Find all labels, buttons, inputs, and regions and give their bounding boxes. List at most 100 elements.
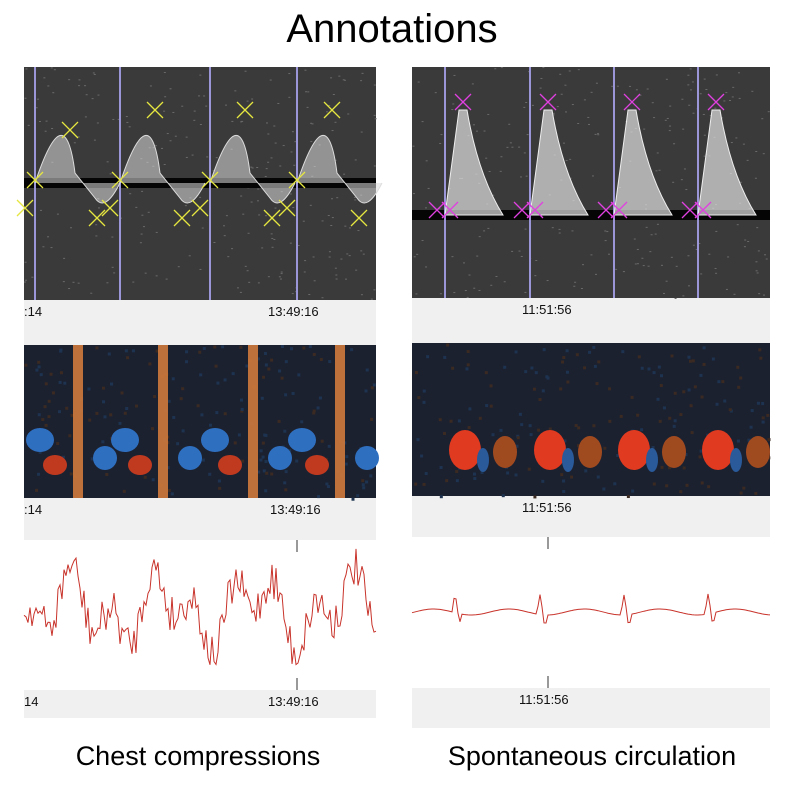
noise xyxy=(139,242,142,244)
noise xyxy=(223,412,227,416)
noise xyxy=(662,292,665,294)
noise xyxy=(767,438,771,442)
flow-blob xyxy=(111,428,139,452)
noise xyxy=(269,79,272,81)
noise xyxy=(25,68,28,70)
noise xyxy=(439,466,443,470)
noise xyxy=(312,411,316,415)
noise xyxy=(354,159,357,161)
noise xyxy=(231,120,234,122)
noise xyxy=(179,397,183,401)
noise xyxy=(44,423,48,427)
noise xyxy=(471,83,474,85)
noise xyxy=(759,356,763,360)
noise xyxy=(483,130,486,132)
noise xyxy=(518,412,522,416)
noise xyxy=(466,363,470,367)
noise xyxy=(312,409,316,413)
noise xyxy=(270,233,273,235)
noise xyxy=(478,236,481,238)
ecg-panel xyxy=(24,540,376,690)
noise xyxy=(300,420,304,424)
noise xyxy=(342,79,345,81)
noise xyxy=(518,250,521,252)
annotation-mark xyxy=(323,101,341,119)
noise xyxy=(739,181,742,183)
annotation-mark xyxy=(681,201,699,219)
noise xyxy=(616,454,620,458)
noise xyxy=(541,479,545,483)
noise xyxy=(274,207,277,209)
noise xyxy=(590,91,593,93)
noise xyxy=(595,82,598,84)
noise xyxy=(707,485,711,489)
noise xyxy=(526,134,529,136)
noise xyxy=(715,272,718,274)
noise xyxy=(537,428,541,432)
time-label: 11:51:56 xyxy=(522,500,572,515)
noise xyxy=(106,161,109,163)
noise xyxy=(725,288,728,290)
noise xyxy=(424,472,428,476)
noise xyxy=(588,123,591,125)
noise xyxy=(453,292,456,294)
noise xyxy=(240,409,244,413)
noise xyxy=(264,363,268,367)
noise xyxy=(279,165,282,167)
noise xyxy=(687,388,691,392)
noise xyxy=(566,380,570,384)
flow-stripe xyxy=(158,345,168,498)
flow-blob xyxy=(534,430,566,470)
noise xyxy=(606,231,609,233)
noise xyxy=(674,297,677,299)
noise xyxy=(239,345,243,349)
noise xyxy=(468,274,471,276)
noise xyxy=(105,472,109,476)
noise xyxy=(442,431,446,435)
noise xyxy=(84,85,87,87)
column-caption: Chest compressions xyxy=(76,741,321,771)
noise xyxy=(260,396,264,400)
noise xyxy=(509,142,512,144)
noise xyxy=(426,355,430,359)
noise xyxy=(519,176,522,178)
noise xyxy=(592,345,596,349)
noise xyxy=(63,381,67,385)
noise xyxy=(652,371,656,375)
noise xyxy=(310,122,313,124)
noise xyxy=(511,146,514,148)
noise xyxy=(640,428,644,432)
noise xyxy=(327,214,330,216)
figure-title: Annotations xyxy=(286,7,497,51)
noise xyxy=(414,482,418,486)
noise xyxy=(685,483,689,487)
noise xyxy=(508,123,511,125)
noise xyxy=(56,442,60,446)
noise xyxy=(96,122,99,124)
noise xyxy=(247,232,250,234)
noise xyxy=(208,423,212,427)
noise xyxy=(679,413,683,417)
noise xyxy=(270,472,274,476)
noise xyxy=(529,433,533,437)
noise xyxy=(575,353,579,357)
noise xyxy=(702,346,706,350)
annotation-mark xyxy=(428,201,446,219)
noise xyxy=(604,240,607,242)
flow-blob xyxy=(128,455,152,475)
noise xyxy=(361,479,365,483)
noise xyxy=(288,73,291,75)
noise xyxy=(328,104,331,106)
noise xyxy=(126,121,129,123)
noise xyxy=(166,133,169,135)
noise xyxy=(155,231,158,233)
ecg-trace xyxy=(411,593,771,624)
noise xyxy=(97,94,100,96)
noise xyxy=(370,386,374,390)
noise xyxy=(684,453,688,457)
noise xyxy=(534,371,538,375)
noise xyxy=(304,69,307,71)
noise xyxy=(500,156,503,158)
noise xyxy=(531,104,534,106)
noise xyxy=(452,103,455,105)
